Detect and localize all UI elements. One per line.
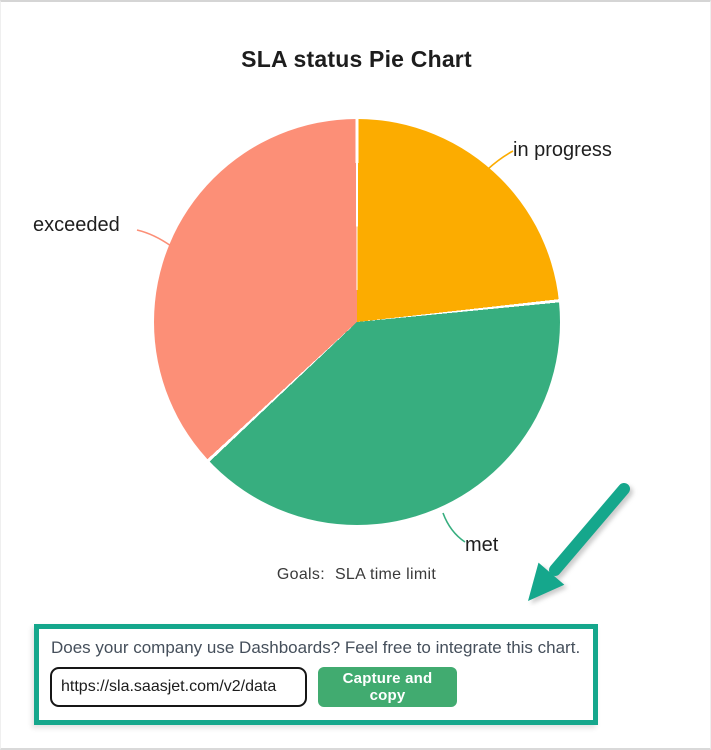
slice-label-met: met [465,534,499,556]
embed-url-input[interactable] [50,667,307,707]
chart-title: SLA status Pie Chart [241,46,472,72]
arrow-down-left-icon [528,483,630,601]
leader-line-exceeded [136,229,172,247]
chart-caption: Goals: SLA time limit [1,566,710,584]
promo-box: Does your company use Dashboards? Feel f… [34,624,598,725]
leader-line-met [442,512,466,543]
slice-label-exceeded: exceeded [33,214,120,236]
caption-label: Goals: [276,566,325,583]
leader-line-in-progress [487,150,514,170]
slice-label-in-progress: in progress [513,139,612,161]
promo-message: Does your company use Dashboards? Feel f… [51,638,581,657]
promo-row: Capture and copy [50,667,582,707]
pie-chart [154,119,560,525]
capture-and-copy-button[interactable]: Capture and copy [318,667,457,707]
caption-value: SLA time limit [334,566,437,583]
